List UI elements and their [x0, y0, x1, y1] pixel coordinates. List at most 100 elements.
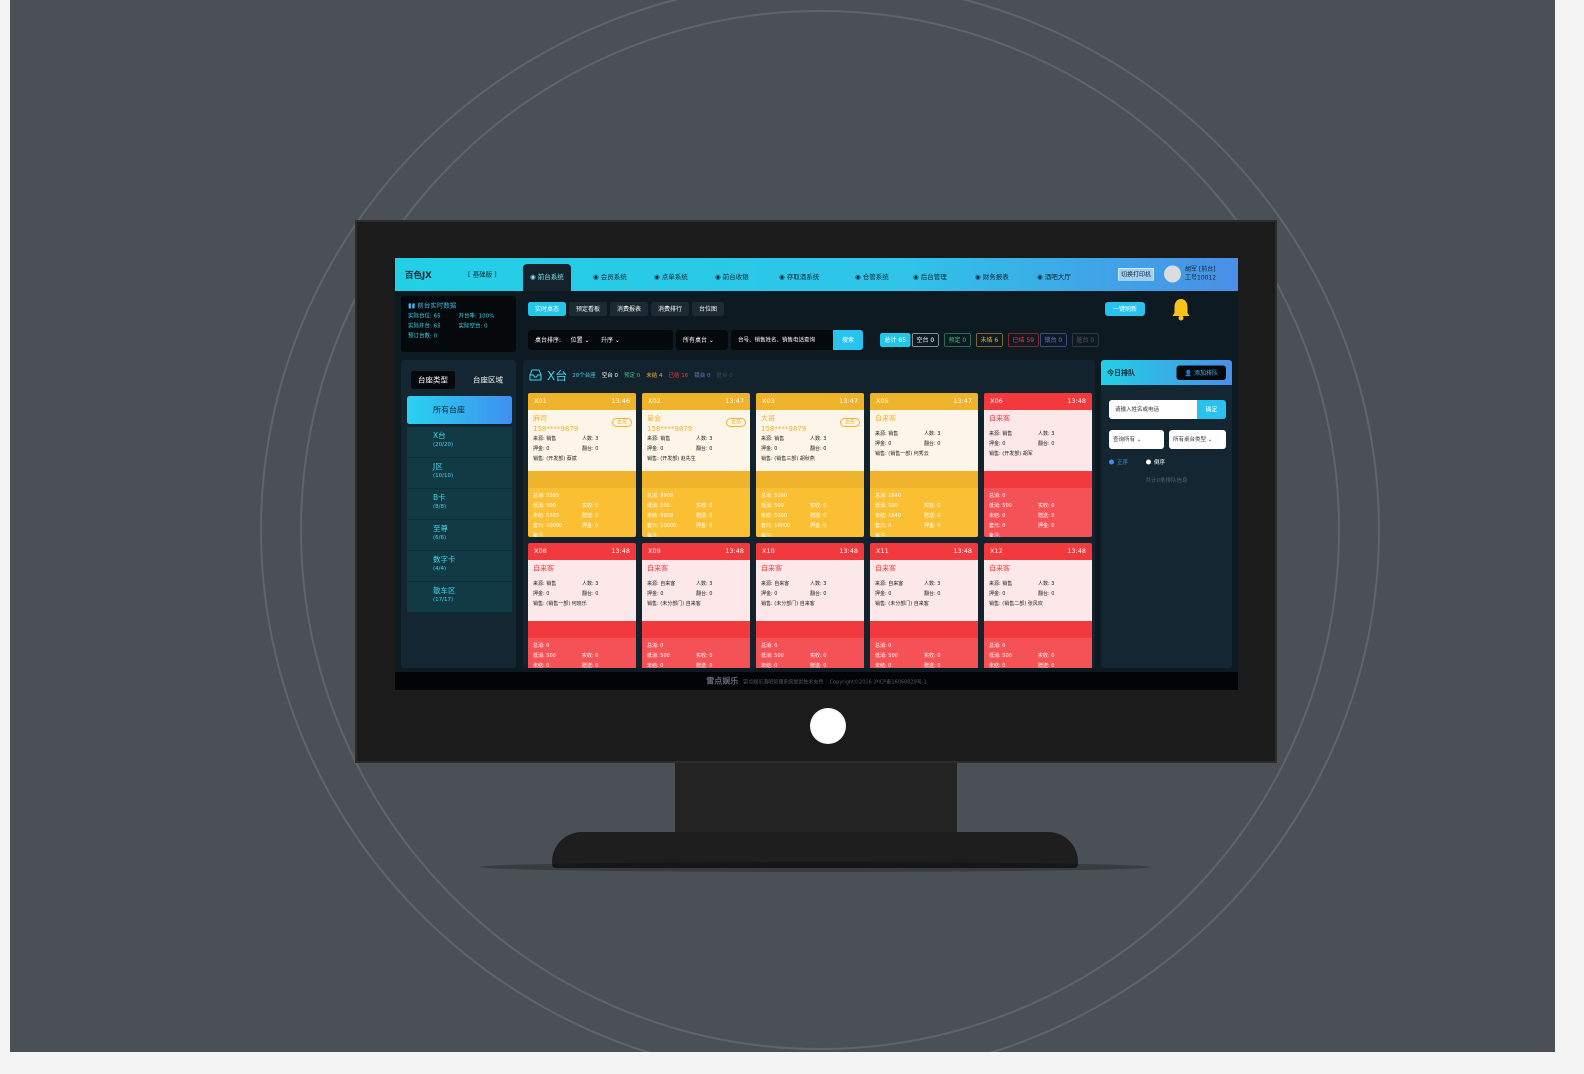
- sidebar-item[interactable]: J区 (10/10): [407, 458, 512, 489]
- area-stat: 脏台 0: [716, 371, 733, 379]
- nav-tab-1[interactable]: ◉ 会员系统: [593, 273, 627, 282]
- sidebar-item[interactable]: 数字卡 (4/4): [407, 551, 512, 582]
- add-queue-button[interactable]: 👤 添加排队: [1176, 365, 1226, 380]
- radio-desc[interactable]: 倒序: [1146, 458, 1165, 466]
- nav-tab-5[interactable]: ◉ 仓管系统: [855, 273, 889, 282]
- open-time: 13:47: [953, 397, 972, 406]
- queue-panel: 今日排队 👤 添加排队 请输入姓名或电话 确定 查询所有 ⌄ 所有桌台类型 ⌄ 正…: [1101, 360, 1232, 668]
- sidebar-item[interactable]: 至尊 (6/6): [407, 520, 512, 551]
- data-item: 预订台数: 0: [408, 332, 438, 340]
- bell-icon[interactable]: [1171, 297, 1191, 321]
- turn: 翻台: 0: [924, 591, 941, 597]
- tab-table-type[interactable]: 台座类型: [411, 371, 456, 389]
- area-header: X台 20个台座 空台 0 预定 0 未结 4 已结 16 锁台 0 脏台 0: [529, 366, 733, 384]
- table-card[interactable]: X02 13:47 呈会 158****9879 会员 来源: 销售 人数: 3 押金: …: [642, 393, 750, 537]
- people: 人数: 3: [582, 581, 599, 587]
- table-id: X11: [876, 547, 889, 556]
- sidebar-item[interactable]: X台 (20/20): [407, 427, 512, 458]
- status-chip[interactable]: 脏台 0: [1072, 333, 1099, 347]
- refresh-button[interactable]: 一键刷新: [1105, 302, 1146, 316]
- area-stat: 已结 16: [668, 371, 689, 379]
- source: 来源: 自来客: [875, 581, 904, 587]
- radio-asc[interactable]: 正序: [1109, 458, 1128, 466]
- customer-name: 自来客: [647, 564, 668, 573]
- sidebar-item-all[interactable]: 所有台座: [407, 396, 512, 424]
- customer-name: 自来客: [989, 414, 1010, 423]
- realtime-data-title: ▮▮ 前台实时数据: [408, 302, 457, 310]
- open-time: 13:47: [725, 397, 744, 406]
- nav-tab-8[interactable]: ◉ 酒吧大厅: [1037, 273, 1071, 282]
- status-chip[interactable]: 总计 65: [880, 333, 911, 347]
- turn: 翻台: 0: [1038, 441, 1055, 447]
- search-button[interactable]: 搜索: [833, 330, 863, 350]
- sales: 销售: (开发部) 赵先生: [647, 456, 696, 462]
- status-chip[interactable]: 未结 6: [976, 333, 1003, 347]
- open-time: 13:48: [839, 547, 858, 556]
- status-chip[interactable]: 空台 0: [912, 333, 939, 347]
- table-card[interactable]: X11 13:48 自来客 来源: 自来客 人数: 3 押金: 0 翻台: 0 销售: (…: [870, 543, 978, 668]
- note: 备注:: [989, 533, 1001, 537]
- people: 人数: 3: [696, 436, 713, 442]
- tab-table-area[interactable]: 台座区域: [473, 375, 504, 385]
- table-card[interactable]: X08 13:48 自来客 来源: 销售 人数: 3 押金: 0 翻台: 0 销售: (销…: [528, 543, 636, 668]
- table-id: X06: [990, 397, 1003, 406]
- sort-select[interactable]: 桌台排序: 位置 ⌄ 升序 ⌄: [528, 330, 673, 350]
- subtab-0[interactable]: 实时桌态: [528, 302, 567, 316]
- nav-tab-4[interactable]: ◉ 存取酒系统: [779, 273, 820, 282]
- user-name: 胡军 [前台]: [1185, 265, 1216, 273]
- nav-tab-6[interactable]: ◉ 后台管理: [913, 273, 947, 282]
- switch-printer-button[interactable]: 切换打印机: [1118, 268, 1155, 281]
- people: 人数: 3: [1038, 581, 1055, 587]
- table-card[interactable]: X01 13:46 麻司 158****9879 会员 来源: 销售 人数: 3 押金: …: [528, 393, 636, 537]
- status-chip[interactable]: 预定 0: [944, 333, 971, 347]
- customer-name: 大哥: [761, 414, 775, 423]
- table-card[interactable]: X03 13:47 大哥 158****9879 会员 来源: 销售 人数: 3 押金: …: [756, 393, 864, 537]
- subtab-3[interactable]: 消费排行: [651, 302, 690, 316]
- table-card[interactable]: X05 13:47 自来客 来源: 销售 人数: 3 押金: 0 翻台: 0 销售: (销…: [870, 393, 978, 537]
- member-badge: 会员: [612, 418, 632, 427]
- source: 来源: 自来客: [647, 581, 676, 587]
- nav-tab-2[interactable]: ◉ 点单系统: [654, 273, 688, 282]
- sidebar: 台座类型 台座区域 所有台座 X台 (20/20) J区 (10/10) B卡 (8/8)…: [401, 360, 516, 668]
- status-chip[interactable]: 锁台 0: [1040, 333, 1067, 347]
- source: 来源: 销售: [875, 431, 899, 437]
- people: 人数: 3: [696, 581, 713, 587]
- table-card[interactable]: X06 13:48 自来客 来源: 销售 人数: 3 押金: 0 翻台: 0 销售: (开…: [984, 393, 1092, 537]
- area-stat: 预定 0: [623, 371, 641, 379]
- nav-tab-7[interactable]: ◉ 财务报表: [975, 273, 1009, 282]
- customer-phone: 158****9879: [533, 425, 579, 433]
- queue-confirm-button[interactable]: 确定: [1197, 400, 1226, 419]
- version-label: [ 基础版 ]: [468, 271, 497, 279]
- customer-name: 自来客: [875, 564, 896, 573]
- turn: 翻台: 0: [696, 446, 713, 452]
- area-stat: 锁台 0: [694, 371, 711, 379]
- power-button: [810, 708, 846, 744]
- customer-name: 麻司: [533, 414, 547, 423]
- nav-tab-3[interactable]: ◉ 前台收银: [715, 273, 749, 282]
- source: 来源: 销售: [761, 436, 785, 442]
- queue-type-select[interactable]: 所有桌台类型 ⌄: [1169, 430, 1226, 449]
- table-filter-select[interactable]: 所有桌台 ⌄: [676, 330, 728, 350]
- table-card[interactable]: X09 13:48 自来客 来源: 自来客 人数: 3 押金: 0 翻台: 0 销售: (…: [642, 543, 750, 668]
- area-stat: 20个台座: [572, 371, 596, 379]
- subtab-2[interactable]: 消费报表: [610, 302, 649, 316]
- footer-text: 雷点娱乐酒吧管理系统提供技术支持: [743, 679, 824, 686]
- table-card[interactable]: X12 13:48 自来客 来源: 销售 人数: 3 押金: 0 翻台: 0 销售: (销…: [984, 543, 1092, 668]
- avatar[interactable]: [1164, 265, 1181, 283]
- table-board: X台 20个台座 空台 0 预定 0 未结 4 已结 16 锁台 0 脏台 0 X01 13:…: [523, 360, 1095, 668]
- subtab-4[interactable]: 台位图: [692, 302, 725, 316]
- subtab-1[interactable]: 预定看板: [569, 302, 608, 316]
- turn: 翻台: 0: [582, 446, 599, 452]
- queue-search-input[interactable]: 请输入姓名或电话: [1109, 400, 1197, 419]
- queue-filter-select[interactable]: 查询所有 ⌄: [1109, 430, 1164, 449]
- table-id: X08: [534, 547, 547, 556]
- status-chip[interactable]: 已结 59: [1008, 333, 1039, 347]
- people: 人数: 3: [924, 431, 941, 437]
- sidebar-item[interactable]: B卡 (8/8): [407, 489, 512, 520]
- search-input[interactable]: 台号、销售姓名、销售电话查询: [731, 330, 833, 350]
- source: 来源: 销售: [647, 436, 671, 442]
- sidebar-item[interactable]: 散车区 (17/17): [407, 582, 512, 613]
- table-card[interactable]: X10 13:48 自来客 来源: 自来客 人数: 3 押金: 0 翻台: 0 销售: (…: [756, 543, 864, 668]
- footer: 雷点娱乐 雷点娱乐酒吧管理系统提供技术支持 Copyright©2016 沪ICP…: [395, 672, 1238, 690]
- nav-tab-0[interactable]: ◉ 前台系统: [523, 264, 571, 291]
